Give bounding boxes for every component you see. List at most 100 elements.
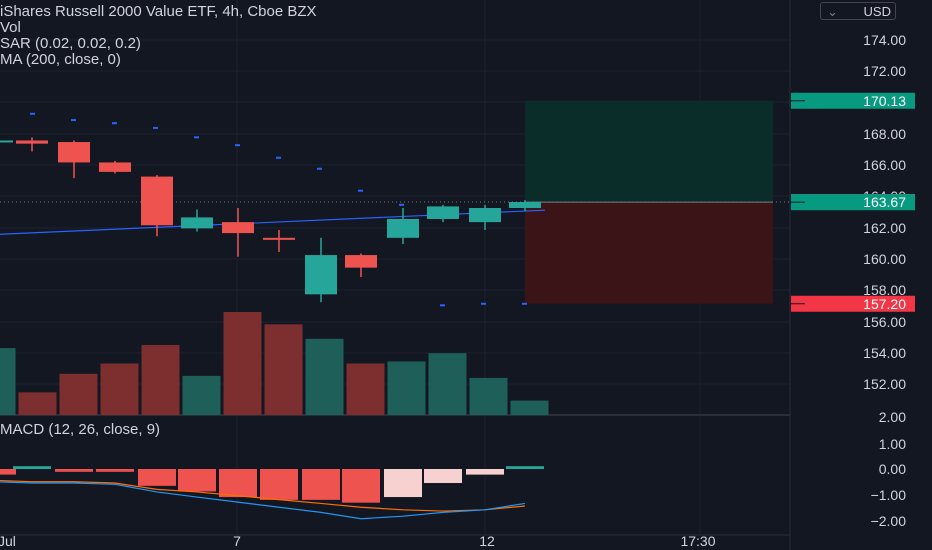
macd-histogram-bar: [96, 469, 134, 472]
sar-dot: [481, 302, 486, 305]
macd-histogram-bar: [55, 469, 93, 472]
macd-tick-label: −2.00: [871, 513, 907, 529]
currency-label: USD: [863, 4, 891, 19]
price-tick-label: 166.00: [863, 157, 906, 173]
candlesticks: [0, 137, 541, 303]
macd-histogram-bar: [0, 469, 16, 475]
price-axis[interactable]: 174.00172.00170.00168.00166.00164.00162.…: [791, 32, 915, 529]
volume-bar: [182, 375, 221, 415]
ma-legend: MA (200, close, 0): [0, 51, 121, 68]
candle-body: [305, 255, 337, 295]
price-label-entry: 163.67: [863, 194, 906, 210]
price-tick-label: 172.00: [863, 63, 906, 79]
price-tick-label: 160.00: [863, 251, 906, 267]
price-tick-label: 162.00: [863, 220, 906, 236]
macd-pane: [0, 466, 544, 520]
volume-bar: [346, 363, 385, 415]
sar-dot: [522, 302, 527, 305]
price-label-bg-target: [791, 92, 915, 109]
symbol-title: iShares Russell 2000 Value ETF, 4h, Cboe…: [0, 3, 317, 20]
profit-zone: [525, 100, 773, 203]
macd-histogram-bar: [424, 469, 462, 484]
volume-legend: Vol: [0, 19, 21, 36]
sar-dot: [194, 136, 199, 139]
candle-body: [141, 176, 173, 226]
price-label-stop: 157.20: [863, 296, 906, 312]
sar-dot: [112, 122, 117, 125]
macd-tick-label: 0.00: [879, 461, 906, 477]
sar-dot: [153, 126, 158, 129]
macd-histogram-bar: [384, 469, 422, 498]
price-tick-label: 174.00: [863, 32, 906, 48]
long-position-tool[interactable]: [0, 100, 790, 304]
sar-dot: [71, 119, 76, 122]
candle-body: [99, 162, 131, 172]
candle-body: [222, 222, 254, 234]
volume-bar: [223, 312, 262, 415]
volume-bar: [18, 392, 57, 415]
macd-histogram-bar: [13, 466, 51, 469]
candle-body: [181, 217, 213, 229]
volume-bar: [264, 324, 303, 415]
time-tick-label: 17:30: [680, 533, 715, 549]
volume-bar: [469, 377, 508, 415]
price-tick-label: 158.00: [863, 282, 906, 298]
candle-body: [58, 142, 90, 163]
price-tick-label: 154.00: [863, 345, 906, 361]
candle-body: [16, 140, 48, 144]
macd-legend: MACD (12, 26, close, 9): [0, 421, 161, 438]
candle-body: [263, 237, 295, 240]
macd-tick-label: 2.00: [879, 409, 906, 425]
price-tick-label: 156.00: [863, 314, 906, 330]
macd-tick-label: −1.00: [871, 487, 907, 503]
macd-histogram-bar: [219, 469, 257, 498]
chevron-down-icon: ⌄: [827, 4, 838, 19]
macd-histogram-bar: [342, 469, 380, 503]
chart-legend: iShares Russell 2000 Value ETF, 4h, Cboe…: [0, 4, 317, 68]
volume-bar: [59, 373, 98, 415]
sar-dot: [358, 189, 363, 192]
volume-bar: [100, 363, 139, 415]
macd-histogram-bar: [178, 469, 216, 492]
macd-histogram-bar: [466, 469, 504, 475]
candle-body: [345, 255, 377, 268]
macd-histogram-bar: [302, 469, 340, 500]
volume-bar: [387, 361, 426, 415]
volume-bar: [0, 348, 16, 415]
sar-legend: SAR (0.02, 0.02, 0.2): [0, 35, 141, 52]
time-tick-label: 7: [233, 533, 241, 549]
macd-tick-label: 1.00: [879, 436, 906, 452]
sar-dot: [399, 203, 404, 206]
sar-dot: [30, 112, 35, 115]
volume-bar: [141, 344, 180, 415]
currency-button[interactable]: ⌄ USD: [820, 2, 896, 20]
macd-histogram-bar: [506, 466, 544, 469]
loss-zone: [525, 202, 773, 304]
macd-histogram-bar: [260, 469, 298, 500]
volume-bar: [305, 338, 344, 415]
price-label-target: 170.13: [863, 93, 906, 109]
candle-body: [469, 207, 501, 223]
price-tick-label: 152.00: [863, 376, 906, 392]
sar-dot: [276, 156, 281, 159]
price-label-bg-entry: [791, 194, 915, 211]
price-tick-label: 168.00: [863, 126, 906, 142]
volume-bar: [510, 400, 549, 415]
ma-segment: [0, 209, 546, 235]
time-tick-label: 12: [479, 533, 495, 549]
time-tick-label: Jul: [0, 533, 16, 549]
parabolic-sar-dots: [30, 112, 527, 307]
candle-body: [0, 140, 13, 143]
candle-body: [387, 218, 419, 238]
price-label-bg-stop: [791, 295, 915, 312]
sar-dot: [235, 144, 240, 147]
signal-line: [0, 479, 526, 512]
candle-body: [509, 202, 541, 208]
volume-bar: [428, 353, 467, 415]
macd-line: [0, 481, 526, 520]
volume-bars: [0, 312, 549, 415]
macd-histogram-bar: [138, 469, 176, 486]
sar-dot: [440, 304, 445, 307]
time-axis[interactable]: Jul 7 12 17:30: [0, 533, 716, 549]
